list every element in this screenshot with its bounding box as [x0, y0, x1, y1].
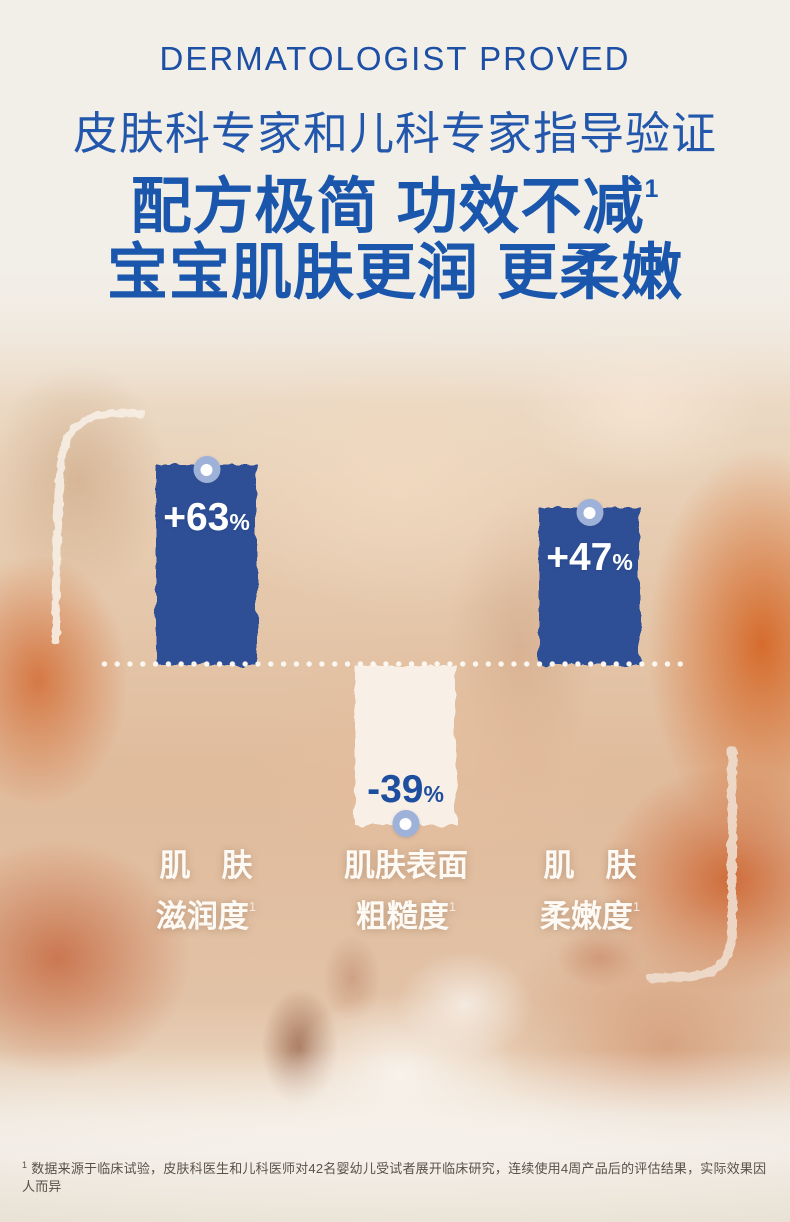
headline-footnote-marker: 1 — [644, 175, 660, 203]
bar-roughness-fill — [355, 666, 456, 825]
bar-roughness-marker-icon — [392, 810, 419, 837]
bar-moisture-fill — [156, 465, 257, 665]
bar-softness-number: +47 — [546, 536, 613, 579]
label-moisture-line1: 肌 肤 — [159, 848, 253, 883]
bar-moisture-marker-icon — [193, 456, 220, 483]
slogan-english: DERMATOLOGIST PROVED — [159, 40, 631, 77]
bar-softness-percent-sign: % — [612, 549, 633, 575]
clinical-footnote: 1 数据来源于临床试验，皮肤科医生和儿科医师对42名婴幼儿受试者展开临床研究，连续… — [22, 1156, 778, 1196]
bar-moisture-value: +63% — [156, 498, 257, 537]
bar-moisture: +63% — [156, 456, 257, 665]
label-roughness: 肌肤表面 粗糙度1 — [296, 845, 516, 937]
bar-moisture-number: +63 — [163, 496, 230, 539]
headline-line1: 配方极简 功效不减1 — [0, 156, 790, 245]
headline-line1-text: 配方极简 功效不减 — [130, 172, 645, 240]
label-roughness-line1: 肌肤表面 — [344, 848, 468, 883]
bar-moisture-percent-sign: % — [229, 509, 250, 535]
label-roughness-line2: 粗糙度1 — [355, 899, 457, 934]
label-softness: 肌 肤 柔嫩度1 — [480, 845, 700, 937]
footnote-marker: 1 — [22, 1160, 28, 1170]
label-softness-line1: 肌 肤 — [543, 848, 637, 883]
label-moisture-line2: 滋润度1 — [155, 899, 257, 934]
footnote-text: 数据来源于临床试验，皮肤科医生和儿科医师对42名婴幼儿受试者展开临床研究，连续使… — [22, 1161, 767, 1194]
label-moisture: 肌 肤 滋润度1 — [96, 845, 316, 937]
bar-roughness-number: -39 — [367, 768, 424, 811]
bar-softness-fill — [539, 508, 640, 665]
bar-softness: +47% — [539, 499, 640, 665]
headline-line2: 宝宝肌肤更润 更柔嫩 — [107, 238, 683, 306]
bar-softness-marker-icon — [576, 499, 603, 526]
bar-roughness: -39% — [355, 666, 456, 837]
subtitle-chinese: 皮肤科专家和儿科专家指导验证 — [72, 108, 717, 159]
zero-baseline-dotted-line — [98, 661, 688, 667]
bar-roughness-value: -39% — [355, 770, 456, 809]
bar-softness-value: +47% — [539, 538, 640, 577]
bar-roughness-percent-sign: % — [423, 781, 444, 807]
label-softness-line2: 柔嫩度1 — [539, 899, 641, 934]
